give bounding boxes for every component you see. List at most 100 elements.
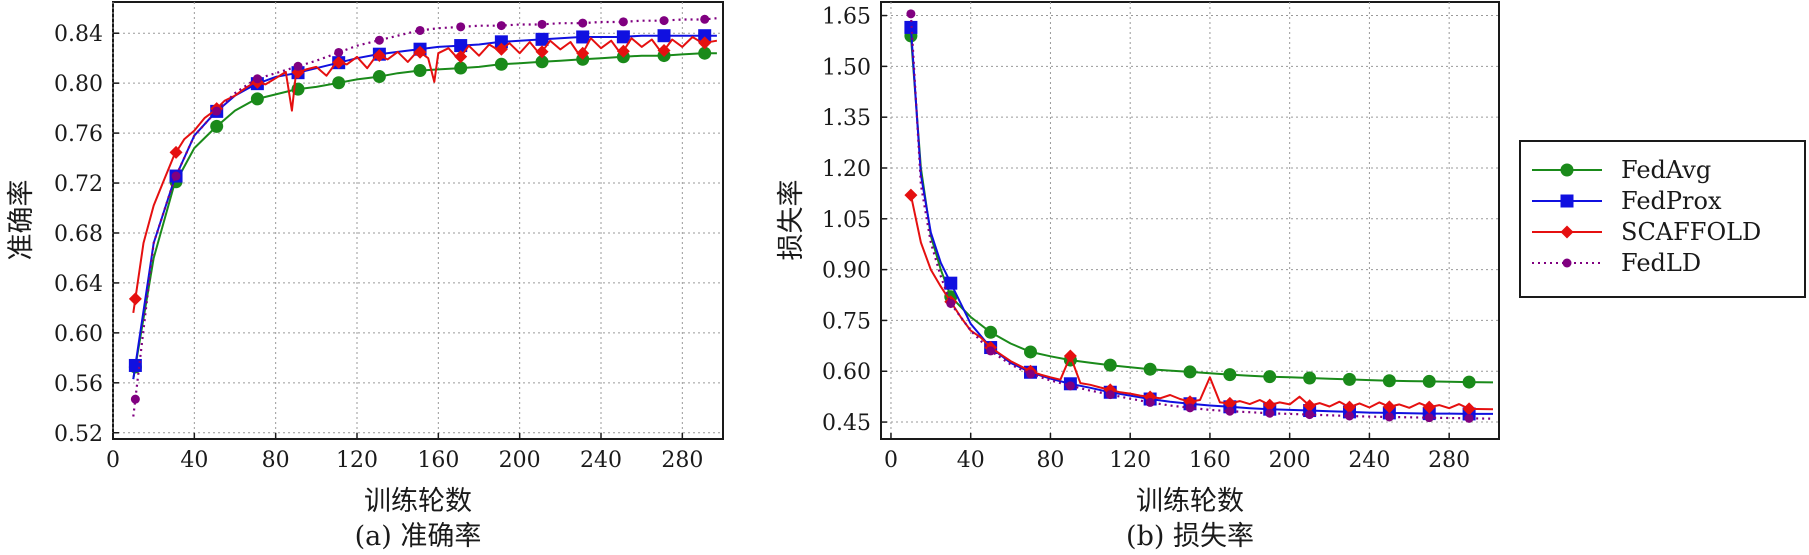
data-point-fedld: [496, 21, 506, 31]
data-point-fedavg: [413, 64, 427, 78]
data-point-fedld: [946, 298, 956, 308]
x-tick-label: 80: [262, 448, 290, 473]
y-tick-label: 0.64: [54, 272, 103, 297]
data-point-fedld: [1265, 408, 1275, 418]
data-point-fedavg: [535, 55, 549, 69]
data-point-fedavg: [984, 325, 998, 339]
data-point-fedld: [618, 17, 628, 27]
data-point-fedavg: [1263, 370, 1277, 384]
legend-marker-fedld: [1562, 258, 1572, 268]
data-point-fedld: [212, 106, 222, 116]
data-point-fedld: [1185, 403, 1195, 413]
y-tick-label: 1.35: [822, 106, 871, 131]
data-point-fedprox: [576, 30, 590, 44]
tick-labels: 0 40 80 120 160 200 240 280 0.52 0.56 0.60 0.64 0.68…: [54, 22, 703, 473]
data-point-fedavg: [454, 61, 468, 75]
y-tick-label: 0.90: [822, 259, 871, 284]
data-point-scaffold: [535, 45, 549, 59]
y-tick-label: 1.05: [822, 208, 871, 233]
y-tick-label: 0.84: [54, 22, 103, 47]
y-tick-label: 0.75: [822, 309, 871, 334]
data-point-fedld: [659, 16, 669, 26]
data-point-fedavg: [210, 119, 224, 133]
data-point-fedprox: [535, 32, 549, 46]
legend-items: FedAvg FedProx SCAFFOLD FedLD: [1532, 156, 1761, 277]
chart-caption: (b) 损失率: [1126, 521, 1254, 552]
data-point-fedld: [1305, 410, 1315, 420]
data-point-scaffold: [454, 50, 468, 64]
data-point-fedld: [1344, 411, 1354, 421]
y-axis-title: 准确率: [6, 180, 37, 261]
x-tick-label: 200: [1269, 448, 1311, 473]
data-point-fedld: [415, 25, 425, 35]
x-tick-label: 200: [499, 448, 541, 473]
data-point-fedavg: [1342, 372, 1356, 386]
data-point-fedavg: [1103, 358, 1117, 372]
x-tick-label: 40: [957, 448, 985, 473]
data-point-fedavg: [1382, 374, 1396, 388]
series-group: [128, 14, 718, 417]
loss-panel: 0 40 80 120 160 200 240 280 0.45 0.60 0.75 0.90 1.05…: [776, 1, 1500, 552]
y-tick-label: 1.20: [822, 157, 871, 182]
legend-label-scaffold: SCAFFOLD: [1621, 218, 1761, 246]
data-point-fedld: [171, 171, 181, 181]
data-point-fedavg: [372, 70, 386, 84]
x-tick-label: 160: [1189, 448, 1231, 473]
data-point-fedprox: [616, 30, 630, 44]
x-tick-label: 240: [580, 448, 622, 473]
data-point-fedavg: [494, 57, 508, 71]
y-tick-label: 0.56: [54, 372, 103, 397]
legend: FedAvg FedProx SCAFFOLD FedLD: [1519, 140, 1806, 298]
y-axis-title: 损失率: [776, 180, 807, 261]
data-point-scaffold: [1462, 402, 1476, 416]
x-tick-label: 280: [661, 448, 703, 473]
data-point-scaffold: [1342, 400, 1356, 414]
data-point-scaffold: [576, 46, 590, 60]
chart-caption: (a) 准确率: [355, 521, 482, 552]
data-point-fedld: [1464, 413, 1474, 423]
y-tick-label: 0.45: [822, 411, 871, 436]
data-point-fedprox: [657, 29, 671, 43]
data-point-scaffold: [616, 44, 630, 58]
data-point-fedld: [130, 394, 140, 404]
x-tick-label: 120: [1109, 448, 1151, 473]
data-point-scaffold: [1263, 398, 1277, 412]
data-point-scaffold: [128, 292, 142, 306]
x-tick-label: 0: [106, 448, 120, 473]
data-point-fedld: [456, 22, 466, 32]
data-point-scaffold: [1303, 399, 1317, 413]
data-point-fedavg: [1223, 368, 1237, 382]
data-point-scaffold: [494, 42, 508, 56]
x-tick-label: 280: [1428, 448, 1470, 473]
data-point-scaffold: [904, 188, 918, 202]
y-tick-label: 0.72: [54, 172, 103, 197]
legend-label-fedld: FedLD: [1621, 249, 1701, 277]
data-point-fedld: [1424, 413, 1434, 423]
data-point-fedld: [1225, 406, 1235, 416]
data-point-fedld: [906, 9, 916, 19]
y-tick-label: 0.52: [54, 422, 103, 447]
data-point-fedld: [293, 61, 303, 71]
accuracy-panel: 0 40 80 120 160 200 240 280 0.52 0.56 0.60 0.64 0.68…: [6, 1, 724, 552]
legend-marker-fedavg: [1560, 163, 1574, 177]
x-tick-label: 240: [1348, 448, 1390, 473]
legend-marker-fedprox: [1560, 194, 1574, 208]
data-point-fedld: [700, 14, 710, 24]
y-tick-label: 0.60: [822, 360, 871, 385]
x-tick-label: 120: [336, 448, 378, 473]
x-tick-label: 40: [180, 448, 208, 473]
data-point-fedld: [374, 35, 384, 45]
data-point-fedprox: [494, 35, 508, 49]
data-point-fedld: [1065, 381, 1075, 391]
y-tick-label: 0.68: [54, 222, 103, 247]
data-point-fedprox: [944, 276, 958, 290]
x-tick-label: 160: [417, 448, 459, 473]
data-point-fedavg: [1303, 371, 1317, 385]
data-point-fedprox: [698, 29, 712, 43]
data-point-fedld: [334, 47, 344, 57]
legend-label-fedprox: FedProx: [1621, 187, 1722, 215]
x-axis-title: 训练轮数: [364, 486, 472, 517]
data-point-fedprox: [454, 39, 468, 53]
data-point-scaffold: [657, 43, 671, 57]
